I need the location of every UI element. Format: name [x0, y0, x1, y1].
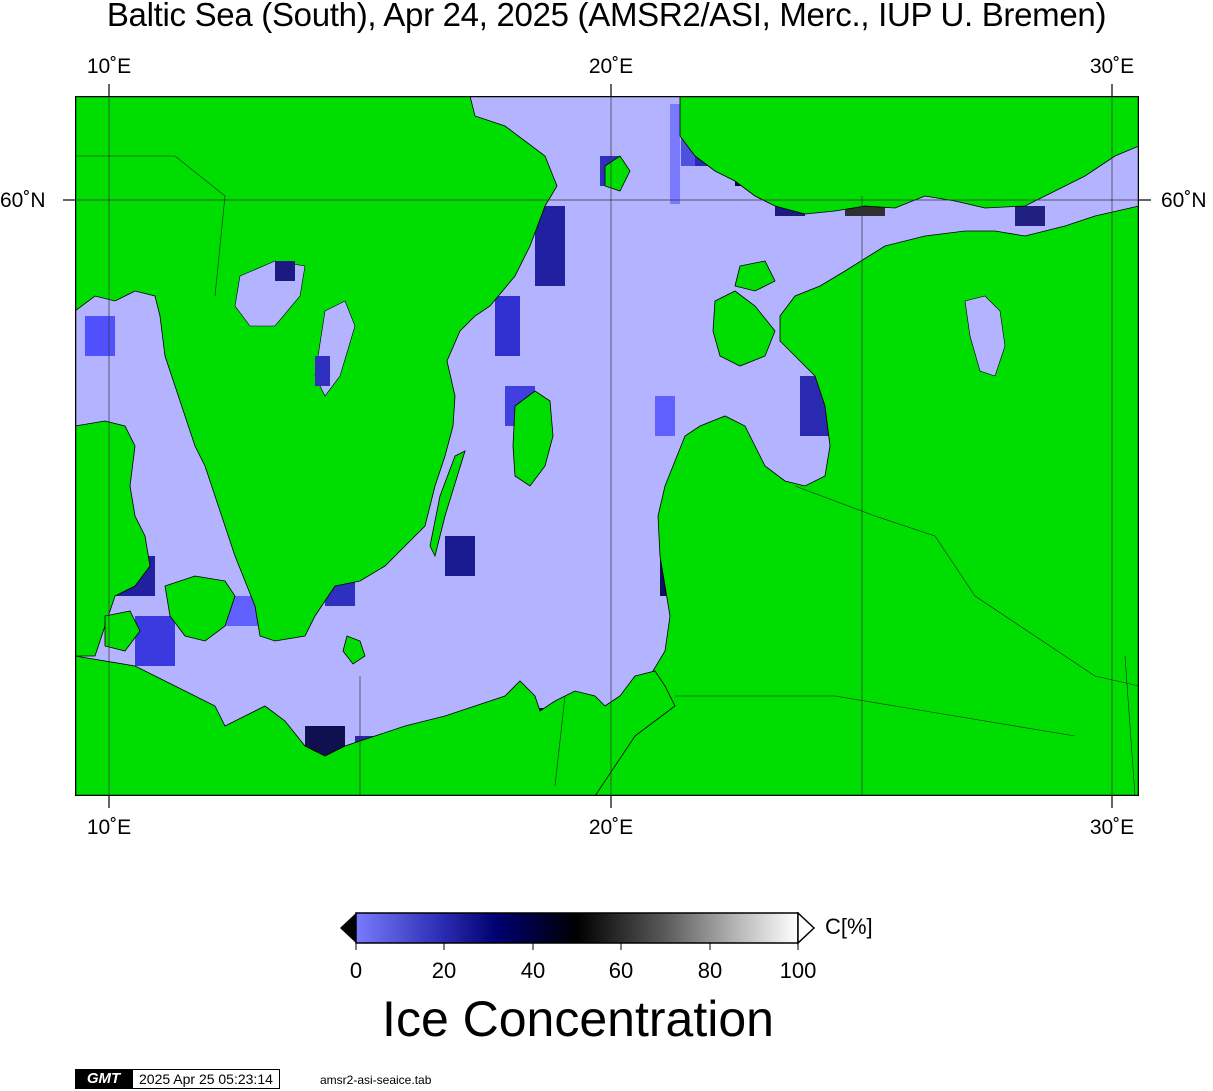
- land-bornholm: [342, 635, 366, 665]
- top-tick-30e: 30˚E: [1089, 55, 1135, 78]
- colorbar-low-arrow: [340, 913, 356, 943]
- colorbar-gradient: [355, 912, 799, 944]
- land-germany-poland: [75, 655, 676, 796]
- script-name: amsr2-asi-seaice.tab: [320, 1073, 432, 1087]
- colorbar-label-60: 60: [608, 958, 634, 983]
- bottom-tick-20e: 20˚E: [588, 816, 634, 839]
- map-frame: [75, 96, 1139, 796]
- top-tick-20e: 20˚E: [588, 55, 634, 78]
- colorbar-high-arrow: [797, 912, 816, 945]
- lakes: [234, 260, 1006, 397]
- land-oland: [429, 450, 466, 558]
- colorbar-label-40: 40: [520, 958, 546, 983]
- colorbar-label-20: 20: [431, 958, 457, 983]
- colorbar-label-0: 0: [349, 958, 363, 983]
- map-title: Baltic Sea (South), Apr 24, 2025 (AMSR2/…: [106, 0, 1107, 33]
- borders: [75, 155, 1139, 796]
- land-jutland: [75, 420, 151, 657]
- bottom-tick-30e: 30˚E: [1089, 816, 1135, 839]
- colorbar-title: Ice Concentration: [382, 991, 774, 1047]
- top-tick-10e: 10˚E: [86, 55, 132, 78]
- gmt-logo: GMT: [75, 1069, 132, 1089]
- land-gotland: [512, 390, 554, 487]
- land-finland: [679, 96, 1139, 215]
- colorbar: [340, 912, 816, 950]
- sea-ice-map: [75, 96, 1139, 796]
- land-saaremaa: [712, 290, 776, 367]
- land-hiiumaa: [734, 260, 776, 292]
- colorbar-unit: C[%]: [825, 914, 873, 939]
- lat-label-right: 60˚N: [1161, 189, 1207, 212]
- graticule: [75, 96, 1139, 796]
- timestamp: 2025 Apr 25 05:23:14: [132, 1069, 280, 1089]
- bottom-tick-10e: 10˚E: [86, 816, 132, 839]
- land-funen: [104, 610, 141, 652]
- lat-label-left: 60˚N: [0, 189, 46, 212]
- colorbar-label-80: 80: [697, 958, 723, 983]
- colorbar-label-100: 100: [779, 958, 817, 983]
- land-zealand: [164, 575, 236, 642]
